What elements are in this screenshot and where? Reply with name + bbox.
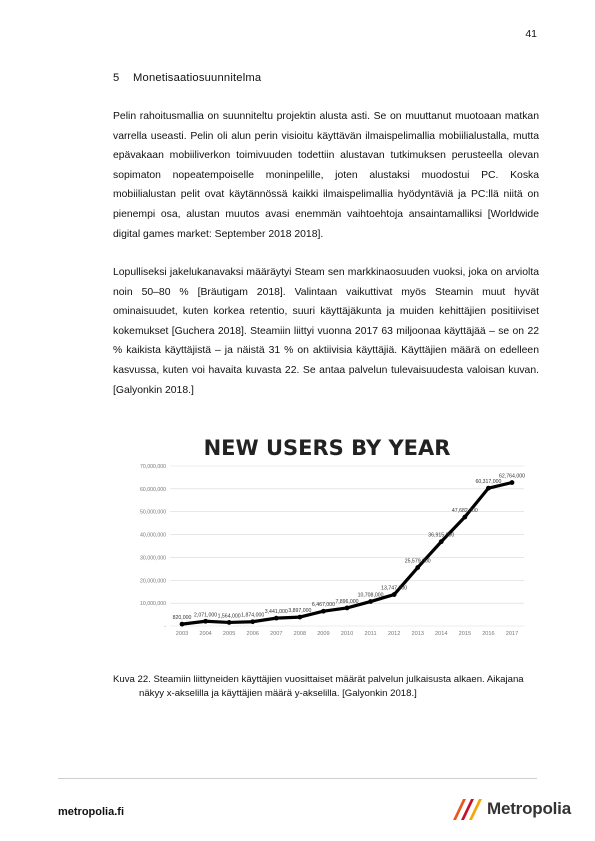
data-point (179, 621, 185, 627)
data-label: 13,747,000 (381, 586, 407, 592)
logo-wordmark: Metropolia (487, 799, 571, 818)
data-point (226, 620, 232, 625)
data-point (273, 615, 279, 621)
x-tick-label: 2016 (482, 631, 494, 637)
x-tick-label: 2008 (294, 631, 306, 637)
data-label: 36,915,000 (428, 533, 454, 539)
paragraph-2: Lopulliseksi jakelukanavaksi määräytyi S… (113, 267, 539, 396)
y-tick-label: 10,000,000 (140, 601, 166, 607)
data-label: 60,317,000 (475, 479, 501, 485)
metropolia-logo: Metropolia (451, 796, 571, 822)
x-tick-label: 2009 (317, 631, 329, 637)
section-title: Monetisaatiosuunnitelma (133, 72, 262, 84)
y-tick-label: 40,000,000 (140, 533, 166, 539)
x-tick-label: 2014 (435, 631, 447, 637)
data-point (203, 618, 208, 624)
data-label: 25,579,000 (405, 559, 431, 565)
logo-stripe (469, 799, 482, 820)
data-label: 820,000 (173, 615, 192, 621)
section-heading: 5 Monetisaatiosuunnitelma (113, 72, 261, 84)
data-point (391, 592, 397, 597)
x-tick-label: 2013 (411, 631, 423, 637)
data-point (415, 565, 421, 570)
y-tick-label: 60,000,000 (140, 487, 166, 493)
y-tick-label: 30,000,000 (140, 555, 166, 561)
x-tick-label: 2017 (506, 631, 518, 637)
data-label: 10,708,000 (358, 593, 384, 599)
data-label: 2,071,000 (194, 612, 217, 618)
caption-line-1: Kuva 22. Steamiin liittyneiden käyttäjie… (113, 674, 524, 685)
data-label: 62,764,000 (499, 474, 525, 480)
data-label: 47,682,000 (452, 508, 478, 514)
footer-divider (58, 778, 537, 779)
logo-stripe (461, 799, 474, 820)
data-label: 3,441,000 (265, 609, 288, 615)
data-point (462, 514, 468, 520)
caption-line-2: näkyy x-akselilla ja käyttäjien määrä y-… (139, 688, 417, 699)
section-number: 5 (113, 72, 120, 84)
x-tick-label: 2007 (270, 631, 282, 637)
y-tick-label: 20,000,000 (140, 578, 166, 584)
data-point (297, 614, 303, 620)
chart-svg: NEW USERS BY YEAR - 10,000,000 20,000,000 30… (140, 436, 525, 637)
data-label: 7,896,000 (335, 599, 358, 605)
data-point (321, 608, 326, 614)
data-label: 3,897,000 (288, 608, 311, 614)
footer-website-link[interactable]: metropolia.fi (58, 806, 125, 818)
y-tick-label: 70,000,000 (140, 464, 166, 470)
figure-caption: Kuva 22. Steamiin liittyneiden käyttäjie… (113, 673, 541, 701)
new-users-chart: NEW USERS BY YEAR - 10,000,000 20,000,000 30… (112, 428, 542, 643)
x-tick-label: 2015 (459, 631, 471, 637)
x-tick-label: 2012 (388, 631, 400, 637)
metropolia-logo-icon (453, 799, 482, 820)
x-tick-label: 2004 (199, 631, 211, 637)
paragraph-1: Pelin rahoitusmallia on suunniteltu proj… (113, 111, 539, 240)
data-point (368, 599, 373, 604)
y-tick-label: 50,000,000 (140, 510, 166, 516)
logo-stripe (453, 799, 466, 820)
data-label: 1,564,000 (218, 613, 241, 619)
y-tick-label: - (164, 624, 166, 630)
data-point (344, 605, 350, 611)
x-tick-label: 2005 (223, 631, 235, 637)
data-point (438, 539, 444, 545)
data-label: 6,467,000 (312, 602, 335, 608)
data-label: 1,874,000 (241, 613, 264, 619)
page-number: 41 (525, 28, 537, 40)
x-tick-label: 2003 (176, 631, 188, 637)
x-tick-label: 2010 (341, 631, 353, 637)
data-point (250, 619, 256, 625)
data-point (486, 485, 491, 491)
x-tick-label: 2006 (246, 631, 258, 637)
x-tick-label: 2011 (365, 631, 377, 637)
data-point (509, 480, 515, 485)
chart-title: NEW USERS BY YEAR (204, 436, 451, 460)
